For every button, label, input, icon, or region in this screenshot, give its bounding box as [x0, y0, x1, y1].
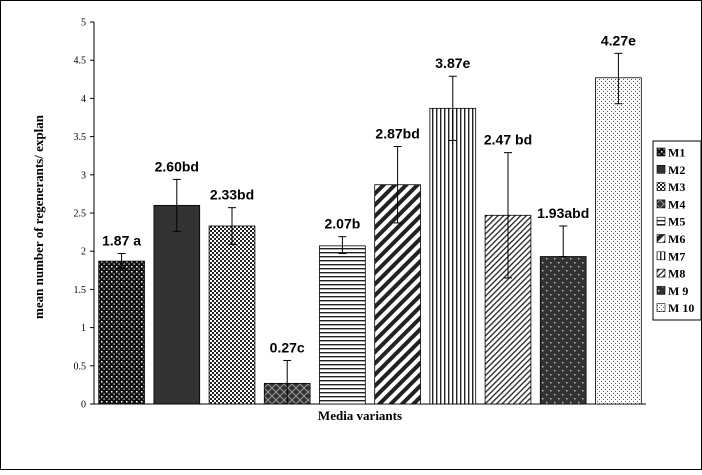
y-axis: 0 0.5 1 1.5 2 2.5 3 3.5 4 4.5 5: [74, 18, 95, 411]
legend-swatch: [656, 199, 666, 209]
legend-swatch: [656, 165, 666, 174]
y-tick-label: 0.5: [74, 361, 87, 372]
data-label: 1.87 a: [102, 232, 141, 248]
data-label: 2.33bd: [210, 187, 254, 203]
legend-swatch: [656, 303, 666, 313]
legend-label: M 9: [668, 284, 688, 298]
bar-m2: [153, 204, 201, 405]
y-tick-label: 2.5: [74, 209, 87, 220]
data-label: 2.47 bd: [484, 132, 532, 148]
y-tick-label: 0: [81, 400, 86, 411]
legend-swatch: [656, 268, 666, 278]
y-tick-label: 4.5: [74, 56, 87, 67]
y-tick-label: 1: [81, 323, 86, 334]
legend-label: M4: [668, 197, 685, 211]
bar-m3: [208, 225, 256, 405]
legend-swatch: [656, 286, 666, 295]
y-tick-label: 5: [81, 18, 86, 29]
data-label: 4.27e: [601, 32, 636, 48]
data-label: 0.27c: [270, 339, 305, 355]
legend-label: M7: [668, 249, 685, 263]
legend-label: M6: [668, 232, 685, 246]
data-label: 2.87bd: [375, 126, 419, 142]
y-tick-label: 3.5: [74, 132, 87, 143]
data-label: 3.87e: [435, 55, 470, 71]
legend-label: M1: [668, 146, 685, 160]
legend-swatch: [656, 216, 666, 226]
data-label: 2.60bd: [155, 158, 199, 174]
y-axis-title: mean number of regenerants/ explan: [31, 114, 46, 319]
y-tick-label: 4: [81, 94, 86, 105]
legend-swatch: [656, 182, 666, 191]
legend-swatch: [656, 147, 666, 157]
bar-m9: [539, 256, 587, 405]
legend-label: M3: [668, 180, 685, 194]
legend-label: M2: [668, 163, 685, 177]
data-labels-group: 1.87 a 2.60bd 2.33bd 0.27c 2.07b 2.87bd 3.87e 2…: [102, 32, 636, 355]
data-label: 1.93abd: [537, 205, 589, 221]
bar-m5: [319, 245, 366, 405]
y-tick-label: 2: [81, 247, 86, 258]
bar-m7: [429, 107, 477, 405]
bar-m1: [98, 260, 145, 405]
legend-swatch: [656, 234, 666, 243]
bars-group: [98, 77, 642, 405]
legend-swatch: [656, 251, 666, 261]
y-tick-label: 3: [81, 170, 86, 181]
x-axis-title: Media variants: [318, 408, 402, 423]
y-tick-label: 1.5: [74, 285, 87, 296]
legend-label: M 10: [668, 301, 694, 315]
legend: M1 M2 M3 M4 M5 M6 M7 M8 M 9 M 10: [652, 140, 702, 321]
bar-m10: [595, 77, 642, 405]
legend-label: M5: [668, 215, 685, 229]
data-label: 2.07b: [324, 216, 360, 232]
legend-label: M8: [668, 267, 685, 281]
error-bars-group: [117, 52, 623, 405]
